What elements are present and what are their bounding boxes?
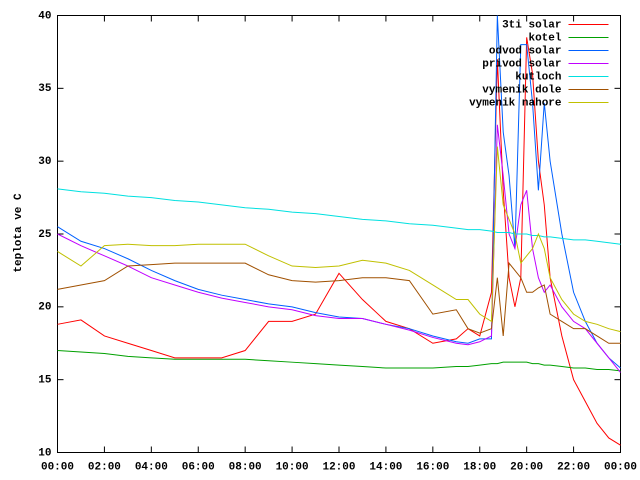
legend-label: kutloch: [515, 71, 561, 83]
x-tick-label: 04:00: [135, 461, 168, 473]
y-tick-label: 20: [38, 302, 51, 314]
x-tick-label: 10:00: [276, 461, 309, 473]
x-tick-label: 20:00: [510, 461, 543, 473]
legend-label: vymenik dole: [482, 84, 562, 96]
y-tick-label: 30: [38, 156, 51, 168]
series-line: [57, 15, 621, 369]
x-tick-label: 00:00: [604, 461, 637, 473]
legend-label: 3ti solar: [502, 19, 561, 31]
y-axis-label: teplota ve C: [13, 193, 25, 273]
y-tick-label: 35: [38, 83, 52, 95]
x-tick-label: 12:00: [322, 461, 355, 473]
x-tick-label: 22:00: [557, 461, 590, 473]
x-tick-label: 08:00: [229, 461, 262, 473]
y-tick-label: 15: [38, 375, 52, 387]
legend-label: odvod solar: [489, 45, 562, 57]
legend-label: vymenik nahore: [469, 97, 562, 109]
series-line: [57, 261, 621, 344]
x-tick-label: 16:00: [416, 461, 449, 473]
y-tick-label: 10: [38, 447, 51, 459]
series-line: [57, 188, 621, 245]
y-tick-label: 25: [38, 229, 52, 241]
series-line: [57, 350, 621, 372]
x-tick-label: 18:00: [463, 461, 496, 473]
series-line: [57, 146, 621, 333]
y-tick-label: 40: [38, 10, 51, 22]
series-line: [57, 124, 621, 373]
x-tick-label: 00:00: [41, 461, 74, 473]
x-tick-label: 14:00: [369, 461, 402, 473]
legend-label: privod solar: [482, 58, 561, 70]
x-tick-label: 06:00: [182, 461, 215, 473]
legend-label: kotel: [528, 32, 561, 44]
x-tick-label: 02:00: [88, 461, 121, 473]
